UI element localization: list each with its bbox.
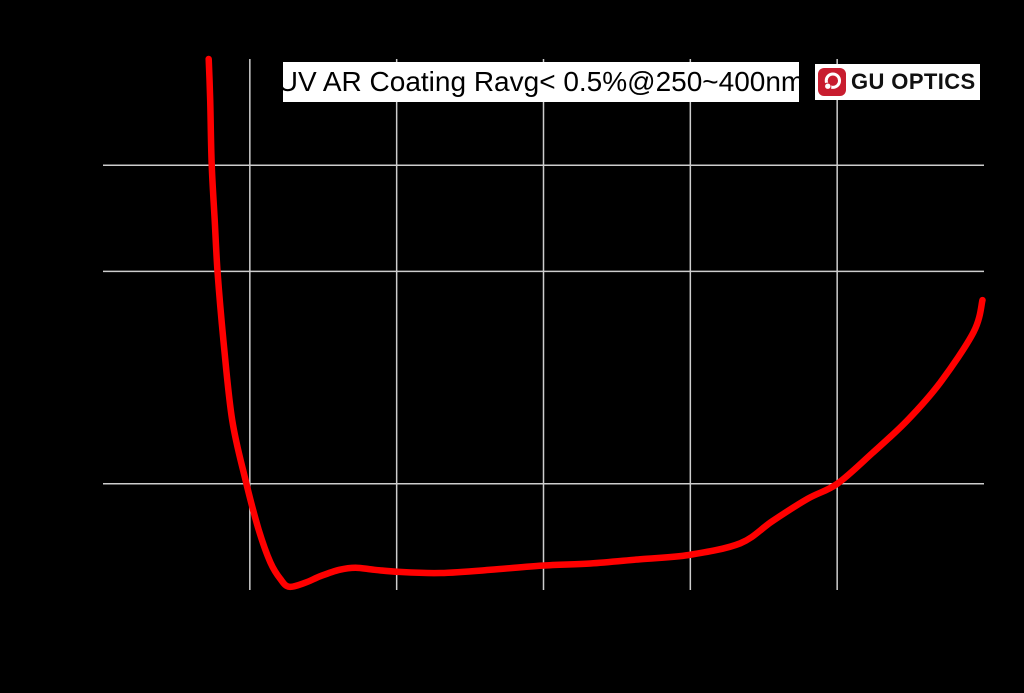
reflectance-curve xyxy=(205,55,986,591)
chart-title: UV AR Coating Ravg< 0.5%@250~400nm xyxy=(277,66,805,97)
gridlines xyxy=(103,59,984,590)
gu-optics-logo: GU OPTICS xyxy=(815,64,980,100)
chart-title-box: UV AR Coating Ravg< 0.5%@250~400nm xyxy=(278,62,804,102)
gu-optics-lens-icon xyxy=(818,68,846,96)
series-group xyxy=(205,55,986,591)
logo-text: GU OPTICS xyxy=(851,69,976,94)
